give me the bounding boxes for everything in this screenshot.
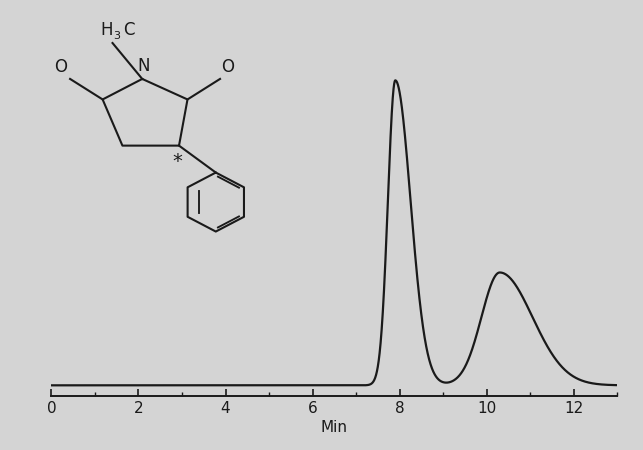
X-axis label: Min: Min <box>321 420 348 435</box>
Text: O: O <box>221 58 235 76</box>
Text: N: N <box>138 57 150 75</box>
Text: O: O <box>54 58 68 76</box>
Text: 3: 3 <box>113 31 120 41</box>
Text: C: C <box>123 21 135 39</box>
Text: H: H <box>100 21 113 39</box>
Text: *: * <box>173 152 183 171</box>
